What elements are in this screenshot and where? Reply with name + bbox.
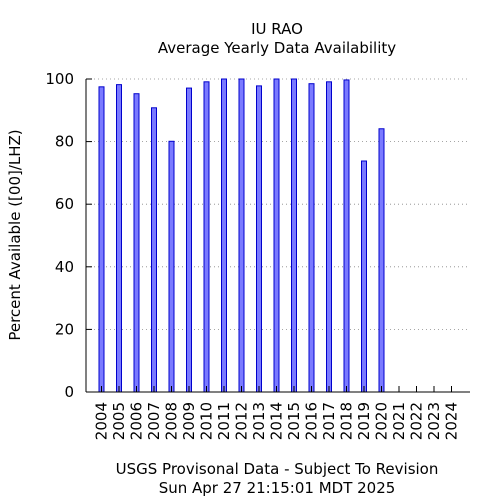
bar-2004	[98, 86, 105, 393]
y-tick-label: 40	[55, 258, 74, 276]
x-tick-label-2005: 2005	[110, 402, 128, 440]
x-tick-label-2021: 2021	[390, 402, 408, 440]
footer-disclaimer: USGS Provisonal Data - Subject To Revisi…	[116, 460, 439, 478]
bar-2011	[221, 78, 227, 393]
bar-2014	[273, 78, 280, 393]
chart-subtitle: Average Yearly Data Availability	[158, 39, 396, 57]
bar-2019	[361, 160, 367, 393]
bar-2009	[186, 87, 192, 393]
bar-2005	[116, 84, 122, 393]
x-tick-label-2024: 2024	[443, 402, 461, 440]
y-tick-label: 0	[64, 383, 74, 401]
x-tick-label-2022: 2022	[408, 402, 426, 440]
bar-2012	[238, 78, 245, 393]
bar-2020	[378, 128, 385, 393]
y-ticks: 0 20 40 60 80 100	[45, 70, 92, 401]
bar-2008	[168, 140, 175, 393]
x-tick-label-2012: 2012	[233, 402, 251, 440]
bar-2013	[256, 85, 262, 393]
x-tick-label-2020: 2020	[373, 402, 391, 440]
x-tick-label-2014: 2014	[268, 402, 286, 440]
x-tick-label-2011: 2011	[215, 402, 233, 440]
x-tick-label-2017: 2017	[320, 402, 338, 440]
y-axis-label: Percent Available ([00]/LHZ)	[6, 129, 24, 340]
bar-2017	[326, 81, 332, 393]
x-tick-label-2016: 2016	[303, 402, 321, 440]
bar-2018	[343, 79, 350, 393]
x-tick-label-2019: 2019	[355, 402, 373, 440]
footer-timestamp: Sun Apr 27 21:15:01 MDT 2025	[159, 479, 396, 497]
bar-2007	[151, 107, 157, 393]
bar-2006	[133, 93, 140, 393]
x-tick-label-2006: 2006	[128, 402, 146, 440]
x-tick-label-2007: 2007	[145, 402, 163, 440]
bar-2016	[308, 83, 315, 393]
y-tick-label: 20	[55, 320, 74, 338]
bar-2010	[203, 81, 210, 393]
x-tick-label-2013: 2013	[250, 402, 268, 440]
bar-2015	[291, 78, 297, 393]
x-tick-label-2004: 2004	[93, 402, 111, 440]
x-tick-label-2015: 2015	[285, 402, 303, 440]
bars	[98, 78, 385, 393]
y-tick-label: 100	[45, 70, 74, 88]
x-tick-label-2008: 2008	[163, 402, 181, 440]
y-tick-label: 80	[55, 133, 74, 151]
x-tick-label-2023: 2023	[425, 402, 443, 440]
x-tick-label-2010: 2010	[198, 402, 216, 440]
x-ticks: 2004 2005 2006 2007 2008 2009 2010 2011 2012 2013…	[93, 386, 461, 440]
y-tick-label: 60	[55, 195, 74, 213]
x-tick-label-2018: 2018	[338, 402, 356, 440]
chart-title: IU RAO	[251, 20, 303, 38]
x-tick-label-2009: 2009	[180, 402, 198, 440]
